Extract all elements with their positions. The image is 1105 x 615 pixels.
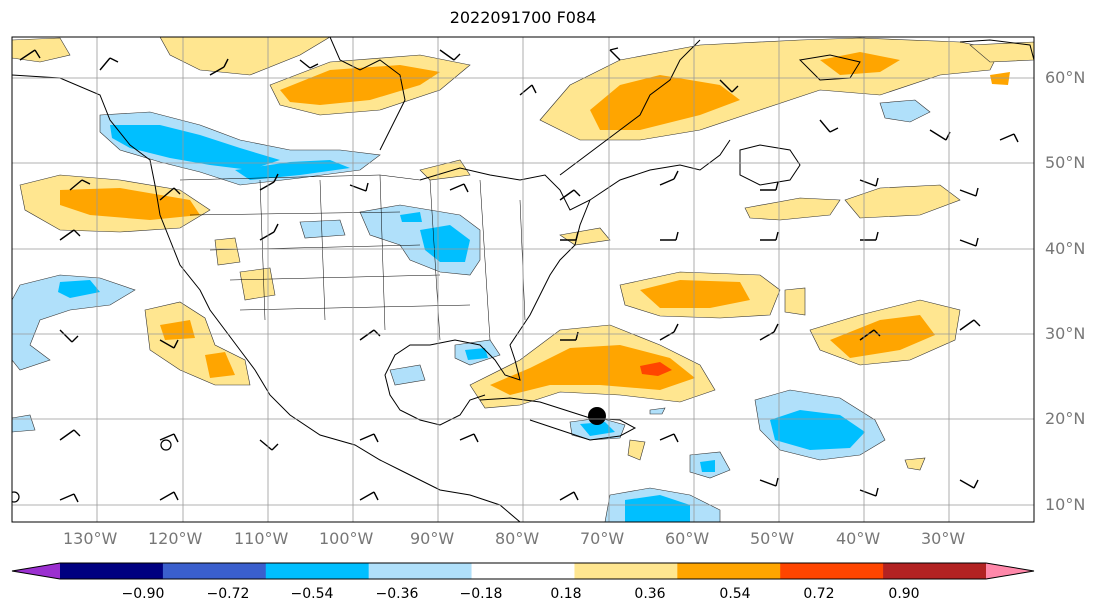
negative-anomaly-medium bbox=[58, 125, 865, 522]
lon-label: 80°W bbox=[495, 529, 540, 548]
colorbar-tick-label: −0.18 bbox=[459, 586, 503, 602]
lon-label: 90°W bbox=[410, 529, 455, 548]
colorbar-extend-max bbox=[986, 563, 1034, 579]
colorbar-tick-label: −0.90 bbox=[121, 586, 165, 602]
colorbar-segment bbox=[574, 563, 678, 579]
station-marker bbox=[12, 491, 20, 503]
gridlines bbox=[12, 37, 1034, 522]
lon-label: 70°W bbox=[580, 529, 625, 548]
lon-label: 110°W bbox=[234, 529, 289, 548]
colorbar-tick-label: 0.54 bbox=[719, 586, 751, 602]
wind-barbs bbox=[19, 47, 1019, 503]
map-frame bbox=[11, 36, 1035, 523]
positive-anomaly-strong bbox=[640, 362, 672, 376]
lat-label: 20°N bbox=[1045, 409, 1086, 428]
lon-label: 100°W bbox=[319, 529, 374, 548]
lat-label: 40°N bbox=[1045, 239, 1086, 258]
lon-label: 30°W bbox=[921, 529, 966, 548]
station-marker bbox=[160, 439, 172, 451]
colorbar-tick-label: 0.36 bbox=[634, 586, 666, 602]
colorbar-outline bbox=[11, 562, 1035, 580]
lon-label: 50°W bbox=[750, 529, 795, 548]
colorbar-segment bbox=[471, 563, 575, 579]
lat-label: 50°N bbox=[1045, 153, 1086, 172]
lat-label: 60°N bbox=[1045, 68, 1086, 87]
colorbar-segment bbox=[265, 563, 370, 579]
map-title: 2022091700 F084 bbox=[449, 8, 597, 27]
colorbar-tick-label: −0.72 bbox=[206, 586, 250, 602]
lat-label: 30°N bbox=[1045, 324, 1086, 343]
colorbar-segment bbox=[780, 563, 884, 579]
colorbar-segment bbox=[60, 563, 164, 579]
lon-label: 120°W bbox=[148, 529, 203, 548]
colorbar-tick-label: −0.54 bbox=[290, 586, 334, 602]
colorbar bbox=[11, 562, 1035, 580]
lon-label: 60°W bbox=[665, 529, 710, 548]
colorbar-extend-min bbox=[12, 563, 60, 579]
lon-label: 40°W bbox=[836, 529, 881, 548]
colorbar-segment bbox=[162, 563, 267, 579]
colorbar-segment bbox=[883, 563, 987, 579]
colorbar-segment bbox=[368, 563, 473, 579]
colorbar-tick-label: 0.72 bbox=[803, 586, 835, 602]
colorbar-tick-label: 0.18 bbox=[550, 586, 582, 602]
colorbar-segment bbox=[677, 563, 781, 579]
storm-center-marker bbox=[588, 407, 606, 425]
lat-label: 10°N bbox=[1045, 495, 1086, 514]
coastlines bbox=[12, 37, 1034, 522]
colorbar-tick-label: 0.90 bbox=[888, 586, 920, 602]
colorbar-tick-label: −0.36 bbox=[375, 586, 419, 602]
lon-label: 130°W bbox=[63, 529, 118, 548]
